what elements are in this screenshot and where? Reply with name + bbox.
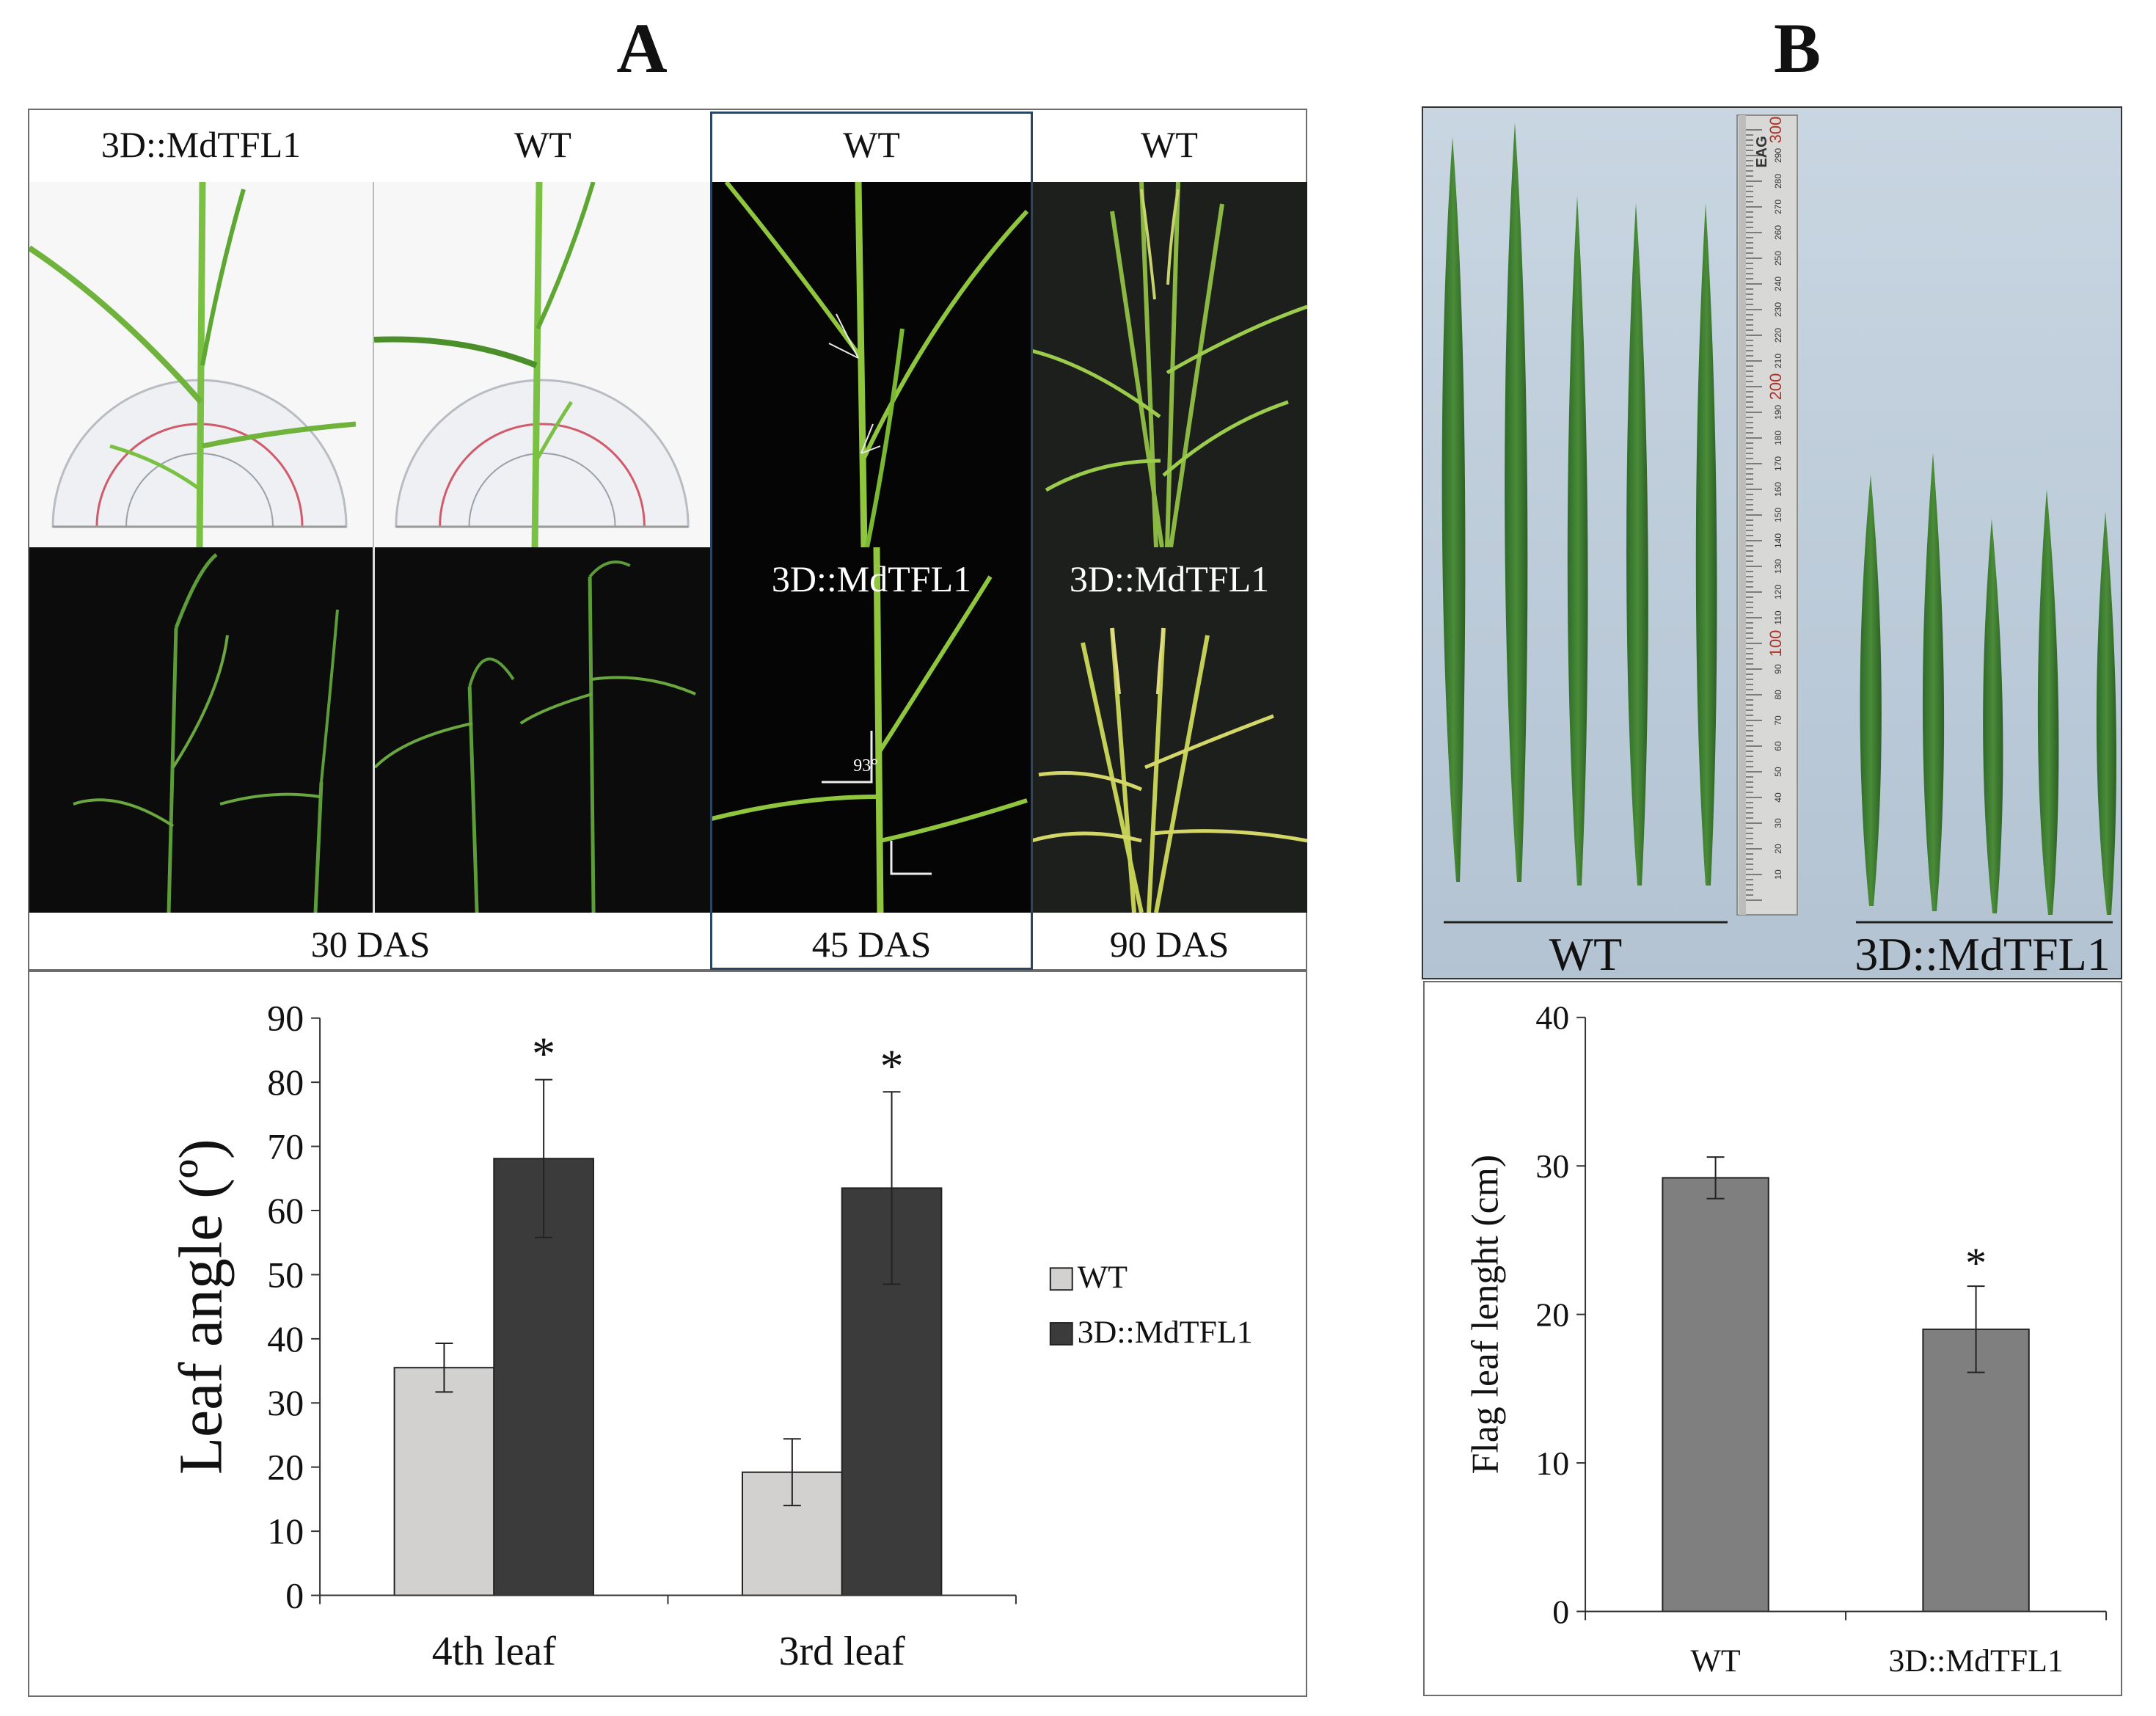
x-category-label: 3D::MdTFL1	[1888, 1643, 2063, 1679]
ruler-label: 50	[1773, 767, 1783, 777]
ruler-brand-text: EAG	[1754, 136, 1770, 167]
legend-swatch	[1049, 1267, 1073, 1291]
y-tick-label: 40	[1535, 999, 1569, 1037]
y-tick-label: 40	[267, 1319, 304, 1359]
y-tick-label: 10	[1535, 1445, 1569, 1482]
group-label-wt: WT	[1549, 928, 1623, 980]
legend-swatch	[1049, 1322, 1073, 1346]
ruler-label: 30	[1773, 818, 1783, 828]
y-tick-label: 70	[267, 1127, 304, 1167]
header-label-transgenic-30das: 3D::MdTFL1	[101, 124, 302, 165]
ruler-label: 140	[1773, 533, 1783, 548]
photo-wt-protractor	[373, 182, 713, 547]
y-tick-label: 90	[267, 998, 304, 1039]
panel-letter-b: B	[1773, 9, 1821, 87]
photo-transgenic-protractor	[29, 182, 373, 547]
ruler-label: 110	[1773, 610, 1783, 624]
photo-wt-90das	[1031, 182, 1307, 547]
photo-transgenic-90das: 3D::MdTFL1	[1031, 547, 1307, 913]
ruler-label: 150	[1773, 508, 1783, 522]
panel-a-photo-grid: 3D::MdTFL1 WT WT WT	[28, 109, 1307, 971]
group-label-transgenic: 3D::MdTFL1	[1854, 928, 2111, 980]
y-axis-title: Leaf angle (º)	[167, 1139, 235, 1475]
y-tick-label: 30	[267, 1383, 304, 1423]
ruler-label: 250	[1773, 251, 1783, 266]
ruler-label: 10	[1773, 869, 1783, 880]
legend-label: WT	[1078, 1260, 1128, 1295]
panel-b-leaf-photo: 10 20 30 40 50 60 70 80 90 100 110 120 130 140 150 160 1…	[1422, 106, 2122, 979]
panel-letter-a: A	[616, 9, 668, 87]
ruler-label: 200	[1766, 373, 1785, 401]
y-tick-label: 20	[1535, 1296, 1569, 1334]
x-category-label: 3rd leaf	[779, 1629, 906, 1674]
ruler-label: 180	[1773, 431, 1783, 445]
ruler-label: 220	[1773, 328, 1783, 343]
photo-transgenic-45das: 3D::MdTFL1 93°	[712, 547, 1031, 913]
ruler-label: 190	[1773, 405, 1783, 420]
ruler-label: 20	[1773, 844, 1783, 854]
angle-annotation: 93°	[853, 756, 878, 775]
ruler-label: 240	[1773, 277, 1783, 291]
y-tick-label: 20	[267, 1447, 304, 1488]
x-category-label: 4th leaf	[432, 1629, 556, 1674]
significance-mark: *	[532, 1028, 555, 1080]
header-label-wt-90das: WT	[1141, 124, 1198, 165]
ruler-label: 170	[1773, 456, 1783, 471]
legend-label: 3D::MdTFL1	[1078, 1315, 1253, 1350]
significance-mark: *	[1965, 1241, 1987, 1287]
ruler-label: 260	[1773, 225, 1783, 240]
ruler-label: 130	[1773, 559, 1783, 574]
photo-wt-45das	[712, 182, 1031, 547]
mid-label-transgenic-45das: 3D::MdTFL1	[771, 558, 972, 599]
header-label-wt-30das: WT	[514, 124, 571, 165]
footer-label-45das: 45 DAS	[811, 924, 932, 965]
y-tick-label: 30	[1535, 1147, 1569, 1185]
significance-mark: *	[880, 1040, 904, 1092]
y-tick-label: 0	[1552, 1593, 1569, 1630]
y-tick-label: 50	[267, 1255, 304, 1295]
ruler-label: 290	[1773, 148, 1783, 163]
y-axis-title: Flag leaf lenght (cm)	[1465, 1155, 1507, 1475]
y-tick-label: 10	[267, 1511, 304, 1552]
ruler-label: 210	[1773, 354, 1783, 368]
ruler-label: 280	[1773, 174, 1783, 189]
y-tick-label: 80	[267, 1062, 304, 1103]
bar	[1662, 1177, 1769, 1613]
ruler-label: 90	[1773, 664, 1783, 674]
mid-label-transgenic-90das: 3D::MdTFL1	[1069, 558, 1270, 599]
y-tick-label: 0	[285, 1576, 304, 1616]
footer-label-30das: 30 DAS	[310, 924, 431, 965]
ruler-label: 80	[1773, 690, 1783, 700]
header-label-wt-45das: WT	[843, 124, 900, 165]
ruler-label: 300	[1766, 117, 1785, 144]
ruler-label: 230	[1773, 302, 1783, 317]
photo-wt-30das	[373, 547, 713, 913]
y-tick-label: 60	[267, 1191, 304, 1231]
ruler-label: 270	[1773, 200, 1783, 214]
bar	[1922, 1328, 2030, 1613]
ruler-label: 40	[1773, 792, 1783, 803]
chart-leaf-angle: 0 10 20 30 40 50 60 70 80 90 Leaf angle (º) 4th le…	[28, 971, 1307, 1697]
ruler-label: 160	[1773, 482, 1783, 497]
x-category-label: WT	[1691, 1643, 1741, 1679]
footer-label-90das: 90 DAS	[1109, 924, 1229, 965]
chart-flag-leaf-length: 0 10 20 30 40 Flag leaf lenght (cm)WT 3D::MdT…	[1423, 981, 2122, 1696]
photo-transgenic-30das	[29, 547, 373, 913]
ruler-label: 60	[1773, 741, 1783, 751]
ruler-label: 70	[1773, 715, 1783, 726]
ruler-label: 100	[1766, 630, 1785, 657]
ruler-label: 120	[1773, 585, 1783, 599]
bar	[393, 1367, 495, 1596]
